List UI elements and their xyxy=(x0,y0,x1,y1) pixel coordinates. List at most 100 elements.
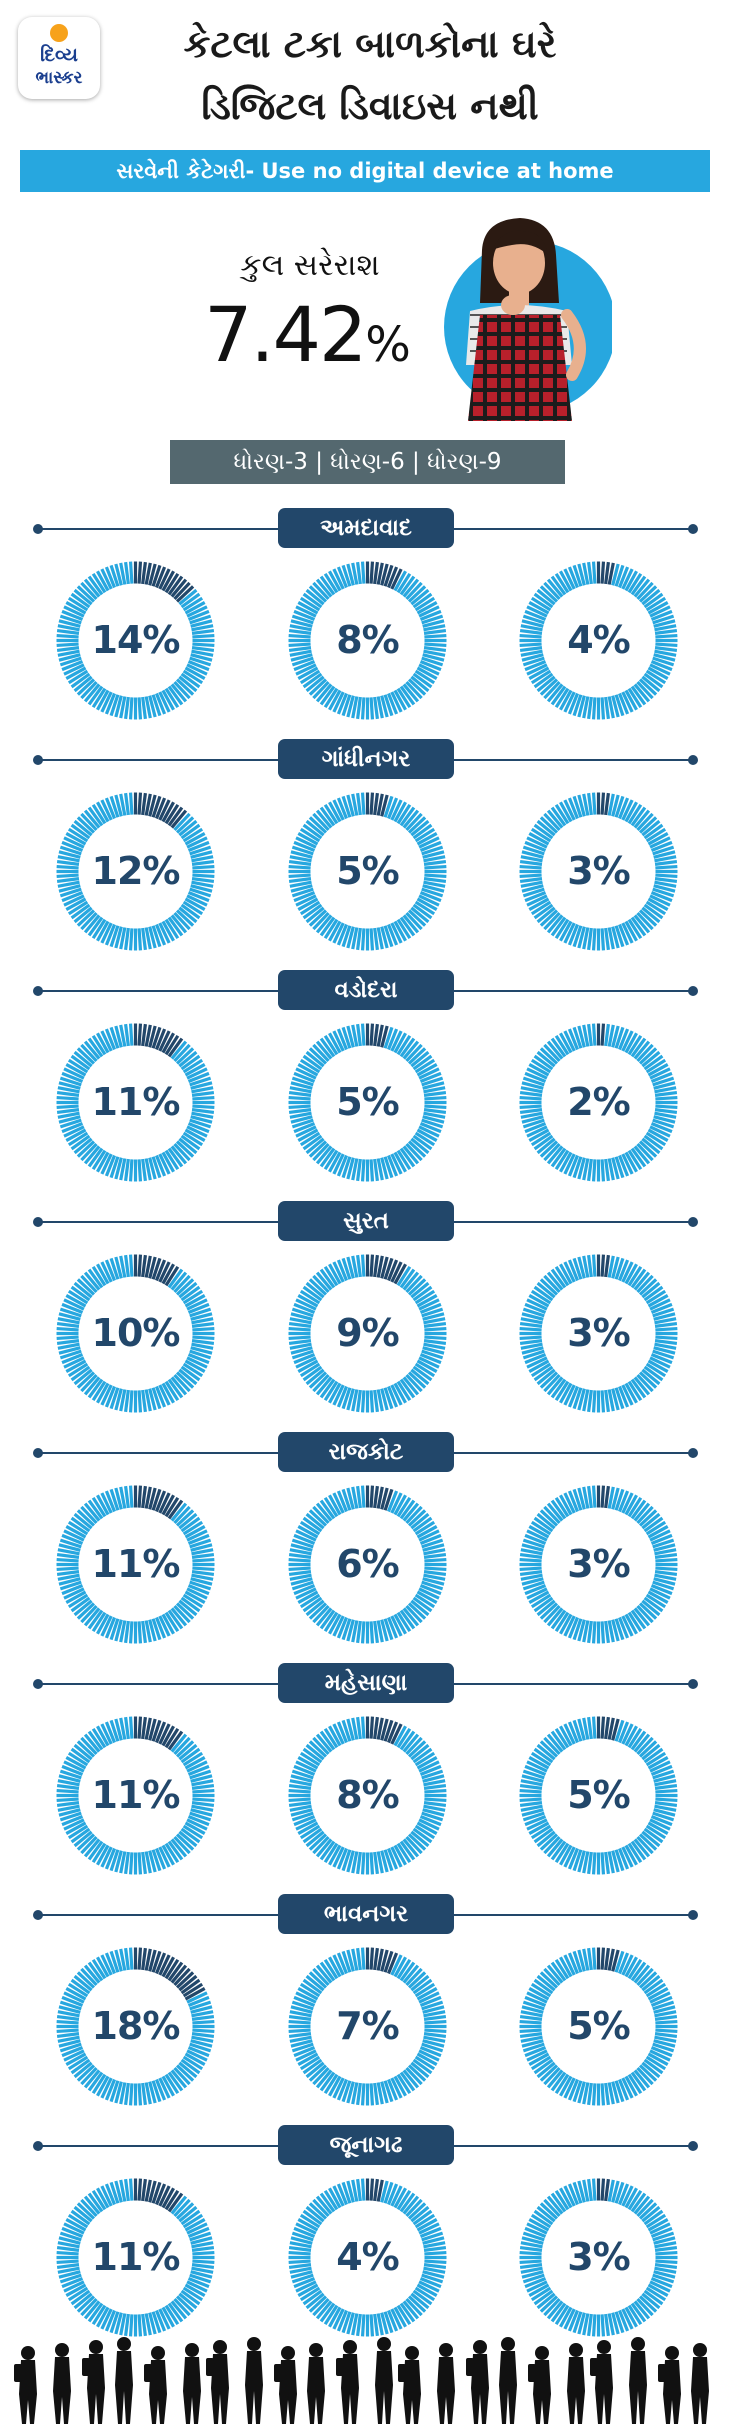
donut-remainder-segment xyxy=(636,911,654,931)
donut-remainder-segment xyxy=(611,563,620,586)
donut-remainder-segment xyxy=(655,1104,678,1110)
donut-remainder-segment xyxy=(617,797,630,820)
donut-remainder-segment xyxy=(151,2080,162,2103)
donut-remainder-segment xyxy=(67,1058,89,1074)
donut-remainder-segment xyxy=(383,1156,394,1179)
donut-remainder-segment xyxy=(521,619,544,628)
donut-remainder-segment xyxy=(412,903,433,920)
donut-remainder-segment xyxy=(591,1390,597,1413)
donut-remainder-segment xyxy=(543,2198,561,2218)
donut-remainder-segment xyxy=(91,1842,107,1864)
donut-value-segment xyxy=(161,1263,175,1285)
donut-remainder-segment xyxy=(180,823,201,840)
donut-remainder-segment xyxy=(554,2304,570,2326)
donut-remainder-segment xyxy=(546,2300,564,2320)
donut-remainder-segment xyxy=(519,1797,542,1803)
donut-remainder-segment xyxy=(654,1091,678,1097)
donut-value-segment xyxy=(386,1952,399,1975)
donut-remainder-segment xyxy=(559,689,573,711)
donut-remainder-segment xyxy=(175,678,195,696)
donut-remainder-segment xyxy=(154,1154,167,1177)
donut-remainder-segment xyxy=(533,672,554,689)
donut-remainder-segment xyxy=(563,1723,576,1745)
donut-remainder-segment xyxy=(407,1602,427,1620)
donut-remainder-segment xyxy=(536,906,556,924)
donut-remainder-segment xyxy=(91,918,107,940)
donut-remainder-segment xyxy=(524,840,547,853)
donut-remainder-segment xyxy=(654,629,678,635)
donut-remainder-segment xyxy=(591,2314,597,2337)
donut-remainder-segment xyxy=(647,1128,669,1142)
donut-remainder-segment xyxy=(57,1573,80,1581)
donut-remainder-segment xyxy=(80,581,98,601)
donut-remainder-segment xyxy=(643,2289,664,2306)
donut-remainder-segment xyxy=(519,2015,543,2021)
donut-remainder-segment xyxy=(87,2302,104,2323)
donut-remainder-segment xyxy=(319,916,336,937)
donut-remainder-segment xyxy=(346,794,355,817)
donut-remainder-segment xyxy=(191,646,215,652)
donut-remainder-segment xyxy=(328,1844,342,1866)
donut-value-segment xyxy=(383,1719,394,1742)
donut-remainder-segment xyxy=(70,1747,91,1764)
donut-remainder-segment xyxy=(559,570,573,592)
donut-remainder-segment xyxy=(341,564,352,587)
donut-remainder-segment xyxy=(341,1387,352,1410)
donut-remainder-segment xyxy=(96,2306,110,2328)
donut-remainder-segment xyxy=(393,1382,407,1404)
donut-remainder-segment xyxy=(521,1312,544,1321)
donut-remainder-segment xyxy=(572,2080,583,2103)
donut-value-segment xyxy=(600,1254,606,1277)
donut-remainder-segment xyxy=(654,1339,678,1345)
donut-remainder-segment xyxy=(297,601,319,615)
donut-remainder-segment xyxy=(627,2189,643,2211)
donut-remainder-segment xyxy=(647,1294,669,1308)
donut-value-segment xyxy=(380,1256,389,1279)
donut-remainder-segment xyxy=(559,2187,573,2209)
donut-remainder-segment xyxy=(290,2005,313,2014)
donut-remainder-segment xyxy=(67,1751,89,1767)
donut-remainder-segment xyxy=(647,1756,669,1770)
donut-remainder-segment xyxy=(315,1145,333,1165)
donut-remainder-segment xyxy=(182,1751,204,1767)
donut-remainder-segment xyxy=(288,1788,311,1794)
donut-remainder-segment xyxy=(422,653,445,662)
donut-value-segment xyxy=(144,1486,152,1509)
donut-remainder-segment xyxy=(649,2049,671,2062)
donut-remainder-segment xyxy=(190,1774,213,1783)
city-row: ગાંધીનગર 12% 5% 3% xyxy=(0,739,730,971)
donut-remainder-segment xyxy=(190,653,213,662)
donut-remainder-segment xyxy=(328,1494,342,1516)
donut-remainder-segment xyxy=(59,1349,82,1360)
donut-remainder-segment xyxy=(614,1849,625,1872)
donut-remainder-segment xyxy=(559,801,573,823)
donut-remainder-segment xyxy=(332,1615,345,1637)
donut-remainder-segment xyxy=(423,1339,447,1345)
donut-remainder-segment xyxy=(192,2019,215,2025)
donut-remainder-segment xyxy=(407,816,427,834)
donut-remainder-segment xyxy=(351,793,359,816)
donut-remainder-segment xyxy=(421,1118,444,1129)
donut-remainder-segment xyxy=(421,2000,444,2011)
donut-value-segment xyxy=(164,1727,180,1749)
donut-remainder-segment xyxy=(346,1718,355,1741)
donut-remainder-segment xyxy=(356,792,362,816)
donut-remainder-segment xyxy=(109,1950,120,1973)
donut-remainder-segment xyxy=(407,1971,427,1989)
donut-remainder-segment xyxy=(289,2035,312,2043)
donut-remainder-segment xyxy=(614,1719,625,1742)
donut-value-segment xyxy=(164,1265,180,1287)
donut-remainder-segment xyxy=(288,1801,312,1807)
donut-value-segment xyxy=(600,1485,606,1508)
donut-remainder-segment xyxy=(186,1991,208,2004)
donut-remainder-segment xyxy=(57,1548,80,1556)
donut-remainder-segment xyxy=(655,633,678,639)
donut-remainder-segment xyxy=(192,2259,215,2265)
donut-remainder-segment xyxy=(356,1620,362,1644)
donut-value-segment xyxy=(604,561,610,585)
donut-remainder-segment xyxy=(369,1852,375,1875)
donut-remainder-segment xyxy=(614,694,625,717)
donut-remainder-segment xyxy=(346,695,355,718)
donut-remainder-segment xyxy=(189,656,212,667)
donut-remainder-segment xyxy=(182,827,204,843)
